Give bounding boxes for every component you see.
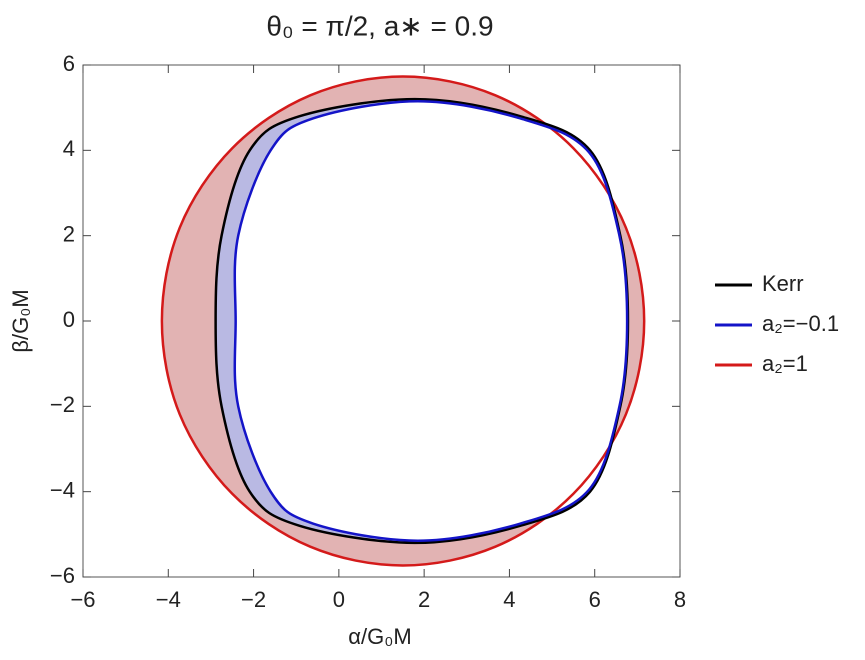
x-tick-label: −6 <box>70 587 95 612</box>
chart-title: θ₀ = π/2, a∗ = 0.9 <box>266 10 493 41</box>
legend-label: Kerr <box>762 271 804 296</box>
curve-fill <box>234 101 628 541</box>
x-axis-label: α/G₀M <box>348 624 411 649</box>
y-tick-label: −2 <box>50 392 75 417</box>
y-tick-label: 6 <box>63 51 75 76</box>
y-axis-label: β/G₀M <box>8 289 33 352</box>
y-tick-label: −6 <box>50 563 75 588</box>
legend-label: a₂=−0.1 <box>762 311 839 336</box>
x-tick-label: 0 <box>333 587 345 612</box>
x-tick-label: 4 <box>503 587 515 612</box>
y-tick-label: 0 <box>63 307 75 332</box>
x-tick-label: −2 <box>241 587 266 612</box>
x-tick-label: 2 <box>418 587 430 612</box>
x-tick-label: 6 <box>589 587 601 612</box>
y-tick-label: 2 <box>63 221 75 246</box>
y-tick-label: −4 <box>50 477 75 502</box>
legend-label: a₂=1 <box>762 351 808 376</box>
y-tick-label: 4 <box>63 136 75 161</box>
x-tick-label: 8 <box>674 587 686 612</box>
x-tick-label: −4 <box>156 587 181 612</box>
curve <box>233 100 629 542</box>
